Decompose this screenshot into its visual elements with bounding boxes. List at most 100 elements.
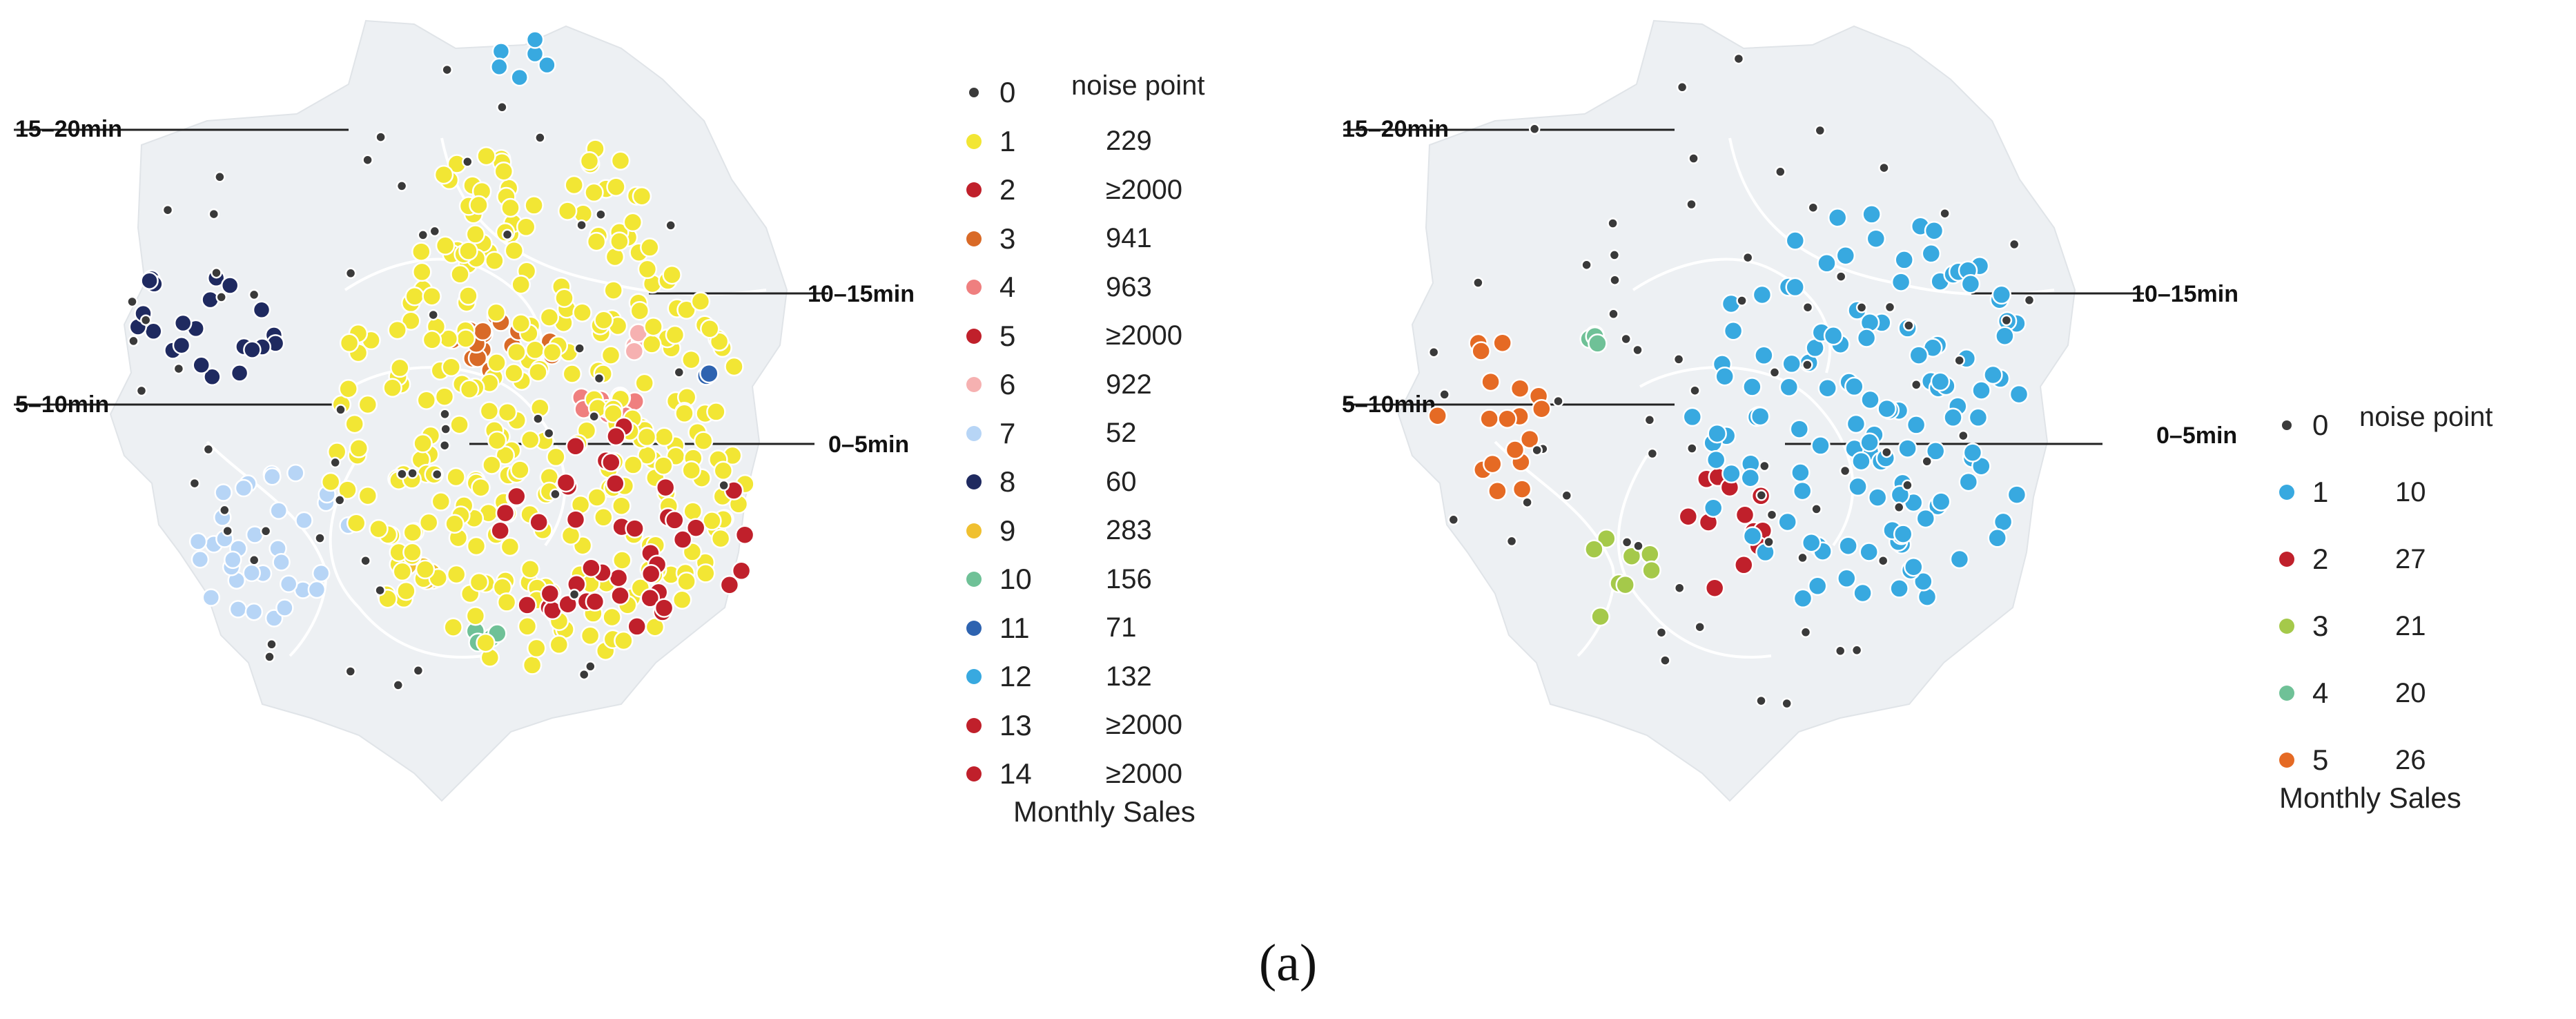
figure-caption: (a) [1258,934,1318,992]
point-noise [1673,582,1686,594]
point-noise [1759,460,1770,472]
point-cluster-5 [1505,440,1525,460]
point-noise [1581,259,1592,271]
legend-swatch [966,717,982,733]
legend-cluster-id: 6 [999,368,1016,400]
point-cluster-6 [624,341,645,361]
point-cluster-1 [1853,583,1873,603]
point-cluster-1 [528,362,548,382]
point-cluster-5 [1512,479,1532,499]
point-noise [441,64,453,76]
point-cluster-7 [191,550,210,569]
point-noise [1689,385,1701,396]
point-cluster-1 [344,414,364,434]
point-cluster-1 [681,460,701,481]
point-noise [1686,443,1698,454]
point-noise [462,156,474,168]
point-noise [1659,654,1671,666]
point-cluster-1 [1754,345,1774,366]
point-cluster-12 [538,55,556,75]
point-cluster-2 [719,575,740,595]
point-cluster-1 [504,363,524,383]
point-cluster-1 [1740,467,1761,488]
point-cluster-1 [482,455,502,475]
point-cluster-1 [2007,485,2027,505]
legend-monthly-sales: 283 [1106,515,1152,545]
point-cluster-1 [1877,398,1897,419]
point-cluster-7 [242,563,261,583]
point-cluster-5 [1519,429,1540,449]
point-cluster-1 [1958,472,1979,492]
point-cluster-1 [681,349,701,370]
point-cluster-1 [602,607,622,628]
point-cluster-5 [1532,398,1552,419]
point-cluster-1 [1962,443,1983,463]
point-cluster-1 [390,358,410,378]
point-cluster-1 [614,630,634,651]
point-cluster-1 [674,403,694,424]
point-cluster-1 [672,590,692,610]
point-cluster-1 [487,353,507,373]
point-cluster-1 [387,320,407,340]
point-noise [162,204,174,216]
point-cluster-8 [252,300,271,320]
point-noise [588,410,600,423]
point-noise [126,295,138,308]
point-cluster-1 [1897,438,1918,458]
point-cluster-12 [491,42,511,61]
point-noise [1884,301,1896,313]
point-cluster-1 [640,237,660,258]
point-noise [333,494,346,506]
point-cluster-1 [358,485,378,506]
legend-monthly-sales: 52 [1106,418,1137,448]
point-noise [1438,389,1450,400]
point-cluster-1 [724,356,744,377]
point-noise [412,665,425,677]
point-cluster-1 [1987,528,2007,548]
legend-monthly-sales: 21 [2395,610,2426,641]
point-cluster-1 [1893,524,1913,544]
point-cluster-1 [527,638,547,659]
legend-swatch [2279,686,2294,701]
point-cluster-1 [471,477,491,498]
point-noise [344,666,357,677]
point-cluster-1 [1790,463,1811,483]
point-cluster-3 [1590,606,1610,627]
point-cluster-2 [665,510,685,530]
legend-item-cluster-5: 5 ≥2000 [966,316,1182,357]
point-noise [188,477,201,489]
legend-monthly-sales: 10 [2395,476,2426,507]
point-cluster-1 [1904,556,1924,577]
point-cluster-1 [1715,366,1735,387]
point-cluster-2 [565,436,586,456]
point-noise [431,468,443,481]
point-cluster-1 [522,655,543,675]
point-cluster-1 [586,231,607,252]
point-cluster-7 [279,574,298,594]
point-noise [128,335,139,347]
point-cluster-1 [413,434,433,454]
legend-item-cluster-2: 2 27 [2279,538,2426,580]
map-panel-right: 15–20min 10–15min 5–10min 0–5min noise p… [1288,0,2576,911]
point-noise [1802,359,1813,371]
point-noise [208,208,220,220]
point-cluster-7 [234,478,253,498]
legend-item-cluster-9: 9 283 [966,510,1152,552]
point-cluster-1 [1846,414,1866,434]
point-cluster-1 [320,472,341,492]
legend-cluster-id: 1 [999,124,1016,157]
point-cluster-1 [1906,415,1926,435]
legend-item-cluster-1: 1 229 [966,121,1152,162]
point-cluster-1 [1991,284,2012,305]
legend-swatch [2282,420,2292,430]
point-noise [496,101,508,113]
point-noise [1781,697,1793,710]
legend-swatch [966,231,982,246]
point-cluster-1 [411,242,431,262]
point-noise [1766,509,1778,521]
point-cluster-2 [654,598,674,618]
point-noise [574,342,585,354]
point-cluster-1 [524,195,544,215]
point-cluster-8 [203,367,222,387]
point-cluster-1 [554,288,574,308]
